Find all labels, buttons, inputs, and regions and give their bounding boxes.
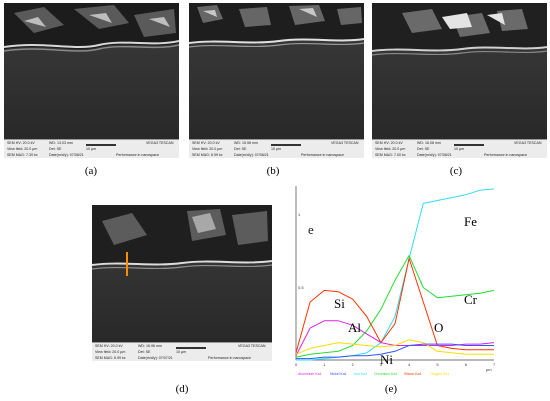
legend-chromium: Chromium Ka1 <box>374 372 398 376</box>
sem-hv: SEM HV: 20.0 kV <box>95 344 123 348</box>
sem-mag: SEM MAG: 6.99 kx <box>192 153 223 157</box>
sem-hv: SEM HV: 20.0 kV <box>375 141 403 145</box>
sem-scale-bar <box>86 144 116 146</box>
label-o: O <box>434 320 444 335</box>
sem-tagline: Performance in nanospace <box>116 153 159 157</box>
sem-detector: Det: SE <box>234 147 247 151</box>
sem-date: Date(m/d/y): 07/08/21 <box>49 153 84 157</box>
sem-wd: WD: 15.98 mm <box>234 141 258 145</box>
sem-info-bar-a: SEM HV: 20.0 kV View field: 20.0 µm SEM … <box>4 139 179 158</box>
sem-image-d: SEM HV: 20.0 kV View field: 20.0 µm SEM … <box>92 205 272 361</box>
sem-brand: VEGA3 TESCAN <box>514 141 542 145</box>
sem-mag: SEM MAG: 7.00 kx <box>375 153 406 157</box>
panel-label-b: (b) <box>266 165 280 177</box>
sem-wd: WD: 16.08 mm <box>417 141 441 145</box>
panel-label-d: (d) <box>175 383 189 395</box>
series-line-o <box>295 339 494 355</box>
x-tick-label: 4 <box>408 362 411 367</box>
series-line-al <box>295 320 495 356</box>
x-tick-label: 7 <box>493 362 496 367</box>
sem-scale-label: 10 µm <box>271 147 282 151</box>
label-fe: Fe <box>464 214 477 229</box>
sem-micrograph-b <box>189 3 364 158</box>
label-ni: Ni <box>380 352 393 367</box>
x-tick-label: 0 <box>295 362 298 367</box>
y-tick-label: 0.5 <box>298 284 304 290</box>
sem-wd: WD: 13.03 mm <box>49 141 73 145</box>
sem-detector: Det: SE <box>417 147 430 151</box>
sem-detector: Det: SE <box>49 147 62 151</box>
sem-scale-bar <box>176 347 206 349</box>
legend-silicon: Silicon Ka1 <box>404 372 422 376</box>
sem-brand: VEGA3 TESCAN <box>238 344 266 348</box>
sem-date: Date(m/d/y): 07/08/21 <box>234 153 269 157</box>
linescan-marker <box>126 252 128 276</box>
series-line-fe <box>296 188 495 361</box>
sem-date: Date(m/d/y): 07/07/21 <box>138 356 173 360</box>
sem-scale-bar <box>454 144 484 146</box>
sem-brand: VEGA3 TESCAN <box>331 141 359 145</box>
sem-view-field: View field: 20.0 µm <box>375 147 406 151</box>
sem-tagline: Performance in nanospace <box>208 356 251 360</box>
sem-tagline: Performance in nanospace <box>484 153 527 157</box>
legend-nickel: Nickel Ka1 <box>330 372 347 376</box>
sem-scale-label: 10 µm <box>454 147 465 151</box>
sem-micrograph-a <box>4 3 179 158</box>
label-si: Si <box>334 296 345 311</box>
sem-hv: SEM HV: 20.0 kV <box>7 141 35 145</box>
sem-view-field: View field: 20.0 µm <box>7 147 38 151</box>
sem-info-bar-c: SEM HV: 20.0 kV View field: 20.0 µm SEM … <box>372 139 547 158</box>
sem-micrograph-c <box>372 3 547 158</box>
label-cr: Cr <box>464 292 477 307</box>
panel-label-c: (c) <box>449 165 463 177</box>
panel-label-a: (a) <box>84 165 98 177</box>
label-al: Al <box>348 320 361 335</box>
panel-label-e: (e) <box>384 383 398 395</box>
sem-image-a: SEM HV: 20.0 kV View field: 20.0 µm SEM … <box>4 3 179 158</box>
legend-oxygen: Oxygen Ka1 <box>430 372 450 376</box>
sem-mag: SEM MAG: 6.99 kx <box>95 356 126 360</box>
sem-brand: VEGA3 TESCAN <box>146 141 174 145</box>
legend-iron: Iron Ka1 <box>354 372 368 376</box>
sem-image-c: SEM HV: 20.0 kV View field: 20.0 µm SEM … <box>372 3 547 158</box>
sem-mag: SEM MAG: 7.39 kx <box>7 153 38 157</box>
series-line-cr <box>295 255 495 358</box>
sem-hv: SEM HV: 20.0 kV <box>192 141 220 145</box>
chart-legend: Aluminium Ka1 Nickel Ka1 Iron Ka1 Chromi… <box>298 372 498 378</box>
sem-image-b: SEM HV: 20.0 kV View field: 20.0 µm SEM … <box>189 3 364 158</box>
legend-aluminium: Aluminium Ka1 <box>298 372 322 376</box>
x-axis-unit: µm <box>486 367 492 372</box>
sem-detector: Det: SE <box>138 350 151 354</box>
sem-date: Date(m/d/y): 07/08/21 <box>417 153 452 157</box>
series-layer <box>295 188 495 361</box>
sem-tagline: Performance in nanospace <box>301 153 344 157</box>
sem-info-bar-b: SEM HV: 20.0 kV View field: 20.0 µm SEM … <box>189 139 364 158</box>
sem-view-field: View field: 20.0 µm <box>192 147 223 151</box>
x-tick-label: 2 <box>351 362 354 367</box>
y-tick-label: 1 <box>298 212 301 217</box>
x-tick-label: 3 <box>379 362 383 367</box>
sem-view-field: View field: 20.0 µm <box>95 350 126 354</box>
sem-scale-bar <box>271 144 301 146</box>
x-tick-label: 1 <box>323 362 326 367</box>
sem-scale-label: 10 µm <box>86 147 97 151</box>
sem-wd: WD: 16.96 mm <box>138 344 162 348</box>
x-tick-label: 5 <box>436 362 439 367</box>
series-line-si <box>295 258 494 353</box>
series-line-ni <box>296 343 494 360</box>
x-tick-label: 6 <box>464 362 467 367</box>
eds-chart-svg <box>295 186 495 361</box>
sem-scale-label: 10 µm <box>176 350 187 354</box>
eds-linescan-chart: 0 1 2 3 4 5 6 7 µm 0.5 1 e Fe Cr Si Al O Ni Alumin… <box>284 178 498 382</box>
sem-info-bar-d: SEM HV: 20.0 kV View field: 20.0 µm SEM … <box>92 342 272 361</box>
sem-micrograph-d <box>92 205 272 361</box>
chart-corner-label: e <box>308 222 314 237</box>
